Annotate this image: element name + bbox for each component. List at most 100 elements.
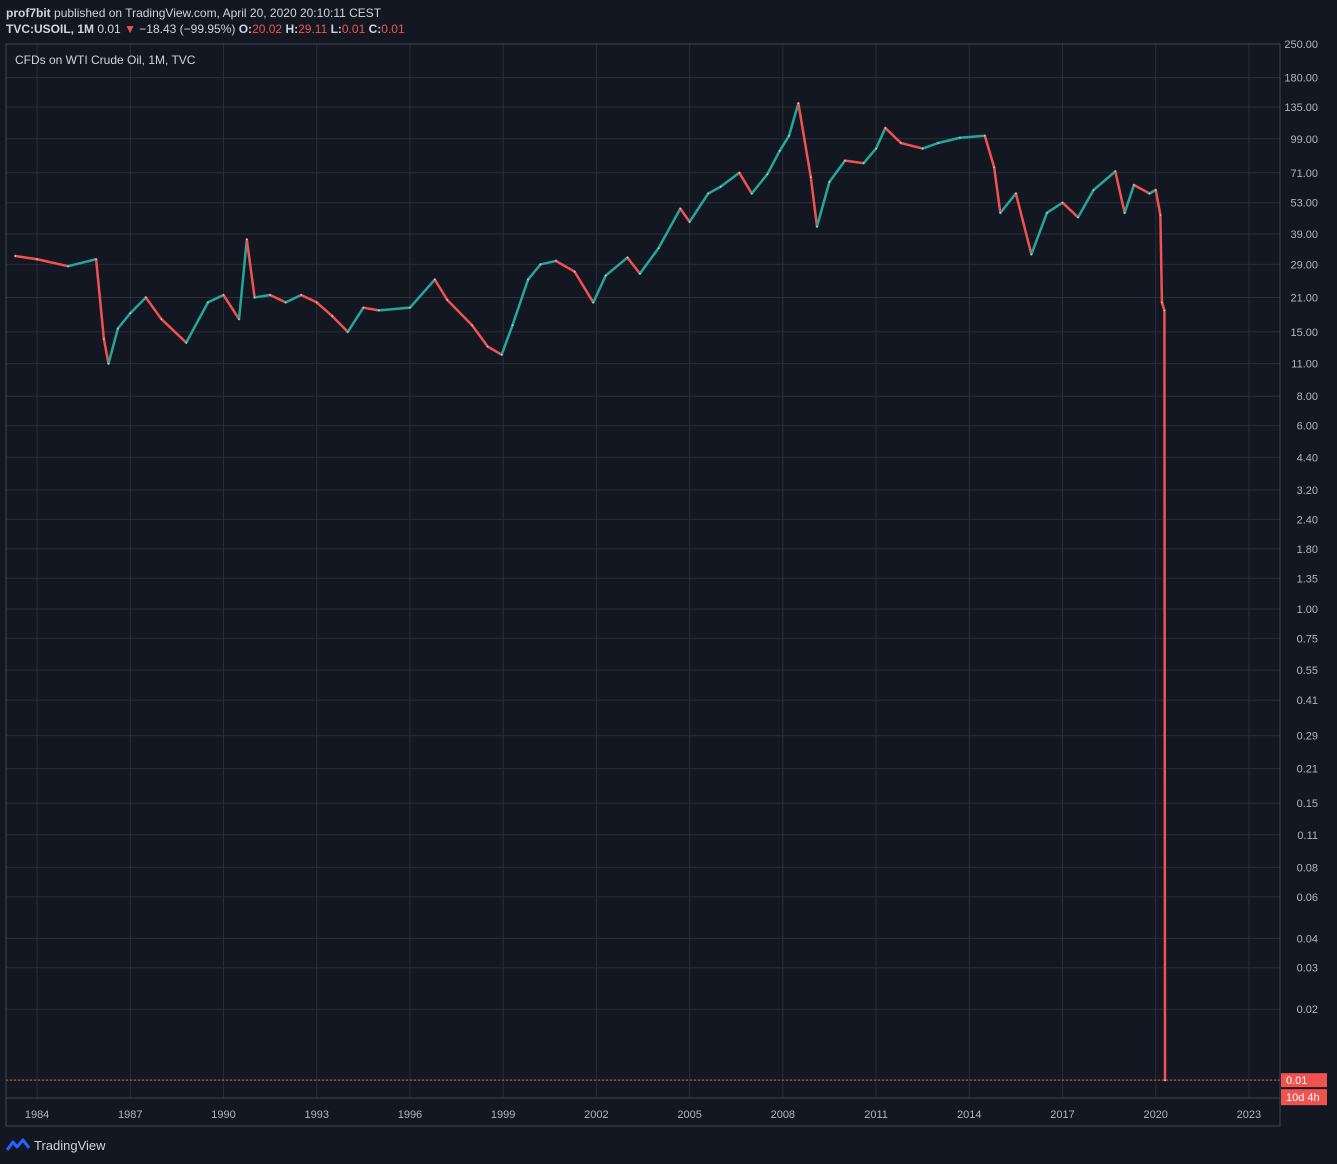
price-tick-label: 0.04 (1297, 933, 1318, 945)
price-segment (245, 238, 256, 299)
price-point (707, 192, 710, 195)
price-segment (470, 324, 489, 348)
price-tick-label: 71.00 (1290, 168, 1318, 180)
price-segment (299, 293, 318, 304)
price-segment (862, 147, 878, 165)
price-tick-label: 0.15 (1297, 798, 1318, 810)
last-price-badge-text: 0.01 (1286, 1075, 1307, 1087)
price-tick-label: 3.20 (1297, 485, 1318, 497)
price-series[interactable] (14, 102, 1167, 1082)
price-point (1114, 170, 1117, 173)
price-tick-label: 0.75 (1297, 633, 1318, 645)
price-segment (1030, 211, 1049, 256)
time-axis[interactable]: 1984 1987 1990 1993 1996 1999 2002 2005 2008 2011… (25, 1109, 1261, 1121)
price-point (446, 299, 449, 301)
price-point (639, 272, 641, 275)
price-segment (526, 263, 542, 281)
time-tick-label: 1990 (211, 1109, 235, 1121)
last-price-badge: 0.01 (1281, 1073, 1327, 1088)
price-point (573, 270, 576, 273)
price-point (222, 294, 225, 296)
price-segment (1076, 188, 1095, 219)
price-point (1077, 216, 1079, 219)
price-point (679, 207, 682, 210)
price-point (36, 258, 38, 261)
price-tick-label: 2.40 (1297, 514, 1318, 526)
price-segment (184, 301, 210, 344)
price-point (67, 265, 69, 267)
price-segment (346, 306, 365, 334)
price-point (471, 324, 473, 327)
price-tick-label: 4.40 (1297, 452, 1318, 464)
price-segment (884, 126, 903, 145)
price-point (362, 306, 365, 309)
price-point (626, 256, 629, 259)
time-tick-label: 2023 (1237, 1109, 1261, 1121)
price-segment (94, 258, 106, 341)
symbol-label[interactable]: TVC:USOIL, 1M (6, 22, 95, 36)
tradingview-logo-icon[interactable] (6, 1138, 30, 1152)
price-segment (604, 256, 629, 277)
author-name[interactable]: prof7bit (6, 6, 51, 20)
price-chart[interactable]: 250.00 180.00 135.00 99.00 71.00 53.00 39.00 29… (0, 40, 1337, 1128)
price-segment (554, 259, 576, 273)
price-point (315, 301, 318, 304)
price-segment (144, 296, 163, 321)
price-tick-label: 15.00 (1290, 327, 1318, 339)
price-tick-label: 0.08 (1297, 862, 1318, 874)
price-segment (268, 293, 287, 304)
price-point (185, 341, 188, 344)
time-tick-label: 1987 (118, 1109, 142, 1121)
price-segment (626, 256, 642, 275)
footer: TradingView (0, 1128, 1337, 1164)
time-tick-label: 2002 (584, 1109, 608, 1121)
price-segment (638, 246, 660, 275)
price-segment (750, 173, 769, 195)
time-tick-label: 1999 (491, 1109, 515, 1121)
price-point (719, 185, 722, 188)
price-segment (486, 345, 503, 356)
price-tick-label: 250.00 (1284, 40, 1318, 51)
price-point (657, 247, 660, 249)
price-axis[interactable]: 250.00 180.00 135.00 99.00 71.00 53.00 39.00 29… (1284, 40, 1318, 1087)
price-point (604, 274, 607, 277)
price-point (1159, 214, 1162, 216)
price-tick-label: 29.00 (1290, 259, 1318, 271)
price-point (269, 294, 271, 296)
tradingview-brand[interactable]: TradingView (34, 1138, 106, 1153)
last-price: 0.01 (97, 22, 121, 36)
price-point (984, 134, 986, 137)
price-point (160, 318, 163, 320)
price-tick-label: 21.00 (1290, 292, 1318, 304)
price-point (511, 324, 514, 327)
countdown-badge-text: 10d 4h (1286, 1092, 1320, 1104)
price-segment (992, 165, 1002, 215)
open-value: 20.02 (252, 22, 283, 36)
price-segment (14, 254, 39, 261)
price-point (207, 301, 209, 304)
price-point (1046, 212, 1048, 214)
price-tick-label: 11.00 (1291, 359, 1318, 371)
price-point (486, 345, 489, 348)
price-segment (284, 293, 303, 304)
price-point (1164, 1079, 1166, 1081)
chart-header: prof7bit published on TradingView.com, A… (0, 0, 1337, 40)
price-segment (815, 180, 831, 228)
price-point (103, 338, 105, 340)
price-segment (828, 159, 847, 184)
price-segment (1114, 170, 1126, 215)
price-segment (874, 126, 887, 150)
price-tick-label: 1.35 (1297, 573, 1318, 585)
price-point (1154, 189, 1157, 191)
price-segment (1163, 309, 1167, 1082)
close-label: C: (368, 22, 382, 36)
price-segment (936, 136, 962, 145)
price-point (434, 278, 436, 281)
price-segment (511, 278, 530, 327)
price-segment (843, 159, 865, 165)
price-point (1015, 192, 1017, 195)
price-segment (1160, 301, 1166, 312)
price-tick-label: 135.00 (1284, 102, 1318, 114)
time-tick-label: 1984 (25, 1109, 49, 1121)
price-segment (787, 102, 800, 137)
